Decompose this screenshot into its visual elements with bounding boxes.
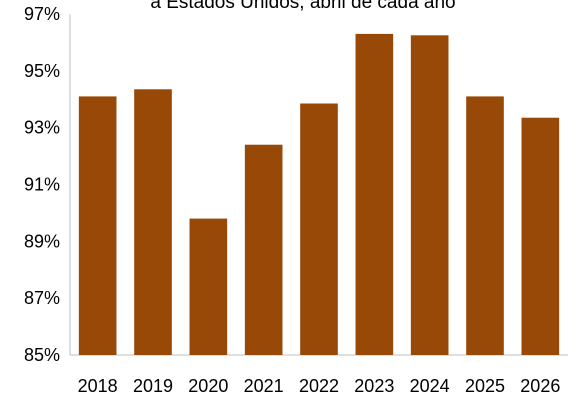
bar-2023 — [355, 33, 394, 355]
x-tick-label: 2021 — [244, 376, 284, 396]
y-tick-label: 85% — [24, 345, 60, 365]
bar-2020 — [189, 218, 228, 355]
chart-title: a Estados Unidos, abril de cada año — [150, 0, 455, 13]
x-tick-label: 2018 — [78, 376, 118, 396]
x-tick-label: 2023 — [354, 376, 394, 396]
y-tick-label: 87% — [24, 288, 60, 308]
x-tick-label: 2019 — [133, 376, 173, 396]
x-tick-labels: 2018 2019 2020 2021 2022 2023 2024 2025 2026 — [78, 376, 561, 396]
y-tick-label: 91% — [24, 175, 60, 195]
bar-2019 — [134, 89, 172, 356]
x-tick-label: 2026 — [520, 376, 560, 396]
x-tick-label: 2024 — [410, 376, 450, 396]
y-tick-label: 95% — [24, 61, 60, 81]
bar-2018 — [78, 96, 117, 355]
bar-2026 — [521, 117, 560, 355]
bar-2025 — [466, 96, 504, 355]
y-tick-label: 97% — [24, 4, 60, 24]
y-tick-labels: 85% 87% 89% 91% 93% 95% 97% — [24, 4, 60, 365]
bar-2021 — [244, 144, 283, 355]
bar-2024 — [410, 35, 449, 356]
x-tick-label: 2020 — [188, 376, 228, 396]
bar-2022 — [300, 103, 338, 355]
x-tick-label: 2022 — [299, 376, 339, 396]
x-tick-label: 2025 — [465, 376, 505, 396]
bar-series — [78, 33, 560, 356]
y-tick-label: 93% — [24, 118, 60, 138]
y-tick-label: 89% — [24, 231, 60, 251]
